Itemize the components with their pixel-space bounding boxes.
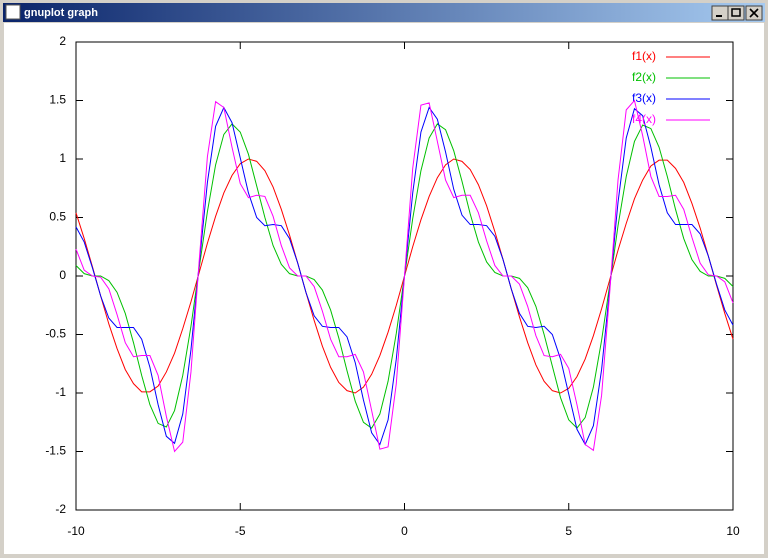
y-tick-label: 1 bbox=[59, 151, 66, 165]
y-tick-label: 0 bbox=[59, 268, 66, 282]
y-tick-label: -1.5 bbox=[45, 444, 66, 458]
legend-label: f3(x) bbox=[632, 91, 656, 105]
legend-label: f2(x) bbox=[632, 70, 656, 84]
x-tick-label: 0 bbox=[401, 524, 408, 538]
y-tick-label: 0.5 bbox=[49, 210, 66, 224]
series-line bbox=[75, 99, 734, 453]
x-tick-label: -10 bbox=[67, 524, 85, 538]
x-tick-label: 10 bbox=[726, 524, 740, 538]
maximize-button[interactable] bbox=[727, 5, 745, 21]
title-bar bbox=[3, 3, 765, 22]
app-icon bbox=[5, 4, 21, 20]
window-title: gnuplot graph bbox=[24, 7, 98, 19]
legend-label: f4(x) bbox=[632, 112, 656, 126]
y-tick-label: -2 bbox=[55, 502, 66, 516]
y-tick-label: 1.5 bbox=[49, 93, 66, 107]
minimize-button[interactable] bbox=[711, 5, 729, 21]
plot: -2 -1.5 -1 -0.5 0 0.5 1 1.5 2 -10 -5 0 5 10 f1(x) f2(x)… bbox=[45, 34, 740, 538]
x-tick-label: 5 bbox=[565, 524, 572, 538]
y-tick-label: 2 bbox=[59, 34, 66, 48]
y-tick-label: -1 bbox=[55, 385, 66, 399]
legend-label: f1(x) bbox=[632, 49, 656, 63]
y-tick-label: -0.5 bbox=[45, 327, 66, 341]
x-tick-label: -5 bbox=[235, 524, 246, 538]
close-button[interactable] bbox=[745, 5, 763, 21]
